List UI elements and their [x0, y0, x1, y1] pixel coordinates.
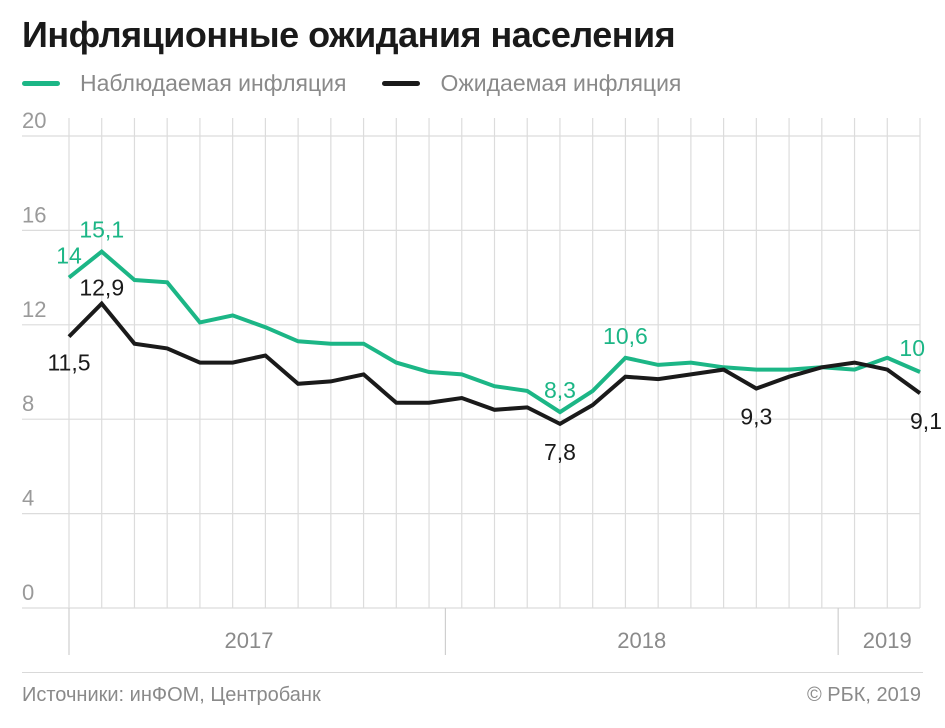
y-tick-label-4: 4	[22, 486, 34, 511]
data-label: 14	[56, 243, 82, 269]
y-tick-label-16: 16	[22, 202, 46, 227]
data-label: 7,8	[544, 439, 576, 465]
legend-label-expected: Ожидаемая инфляция	[440, 69, 682, 96]
data-label: 9,1	[910, 408, 942, 434]
y-tick-label-8: 8	[22, 391, 34, 416]
legend-label-observed: Наблюдаемая инфляция	[80, 69, 347, 96]
legend-swatch-observed	[22, 80, 60, 86]
source-note: Источники: инФОМ, Центробанк	[22, 684, 321, 706]
legend-swatch-expected	[382, 80, 421, 86]
data-label: 8,3	[544, 377, 576, 403]
data-label: 10,6	[603, 323, 648, 349]
data-label: 12,9	[79, 275, 124, 301]
data-label: 15,1	[79, 217, 124, 243]
legend-item-expected: Ожидаемая инфляция	[382, 70, 681, 97]
x-year-label-2019: 2019	[863, 628, 912, 653]
copyright: © РБК, 2019	[806, 684, 921, 706]
x-year-label-2018: 2018	[617, 628, 666, 653]
x-year-label-2017: 2017	[225, 628, 274, 653]
data-label: 10	[899, 335, 925, 361]
legend: Наблюдаемая инфляция Ожидаемая инфляция	[22, 68, 717, 98]
chart-title: Инфляционные ожидания населения	[22, 14, 676, 55]
y-tick-label-12: 12	[22, 297, 46, 322]
data-label: 11,5	[47, 350, 90, 376]
footer-divider	[22, 672, 923, 673]
legend-item-observed: Наблюдаемая инфляция	[22, 70, 346, 97]
data-label: 9,3	[740, 404, 772, 430]
y-tick-label-0: 0	[22, 580, 34, 605]
y-tick-label-20: 20	[22, 108, 46, 133]
